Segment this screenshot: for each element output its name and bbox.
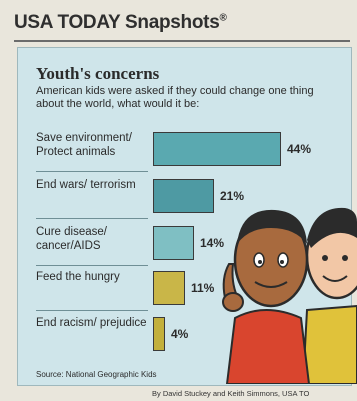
kids-illustration bbox=[222, 207, 357, 384]
value-label: 44% bbox=[287, 142, 312, 156]
category-label: Save environment/ Protect animals bbox=[36, 132, 132, 158]
bar bbox=[153, 132, 281, 166]
value-label: 21% bbox=[220, 189, 245, 203]
value-label: 14% bbox=[200, 236, 225, 250]
brand-title: USA TODAY Snapshots® bbox=[14, 12, 227, 34]
registered-mark: ® bbox=[219, 12, 227, 24]
row-divider bbox=[36, 310, 148, 311]
value-label: 11% bbox=[191, 281, 215, 295]
kid-right-figure bbox=[301, 207, 357, 384]
row-divider bbox=[36, 218, 148, 219]
brand-name: USA TODAY Snapshots bbox=[14, 12, 220, 33]
category-label: End racism/ prejudice bbox=[36, 317, 147, 329]
bar bbox=[153, 179, 214, 213]
row-divider bbox=[36, 265, 148, 266]
chart-source: Source: National Geographic Kids bbox=[36, 370, 157, 379]
bar bbox=[153, 226, 194, 260]
chart-title: Youth's concerns bbox=[36, 64, 160, 83]
category-label: Cure disease/ cancer/AIDS bbox=[36, 226, 107, 252]
value-label: 4% bbox=[171, 327, 189, 341]
category-label: Feed the hungry bbox=[36, 271, 120, 283]
chart-byline: By David Stuckey and Keith Simmons, USA … bbox=[152, 389, 310, 398]
bar bbox=[153, 271, 185, 305]
chart-subtitle: American kids were asked if they could c… bbox=[36, 85, 314, 110]
brand-rule bbox=[14, 40, 350, 42]
bar bbox=[153, 317, 165, 351]
row-divider bbox=[36, 171, 148, 172]
kid-left-figure bbox=[222, 209, 311, 384]
category-label: End wars/ terrorism bbox=[36, 179, 136, 191]
